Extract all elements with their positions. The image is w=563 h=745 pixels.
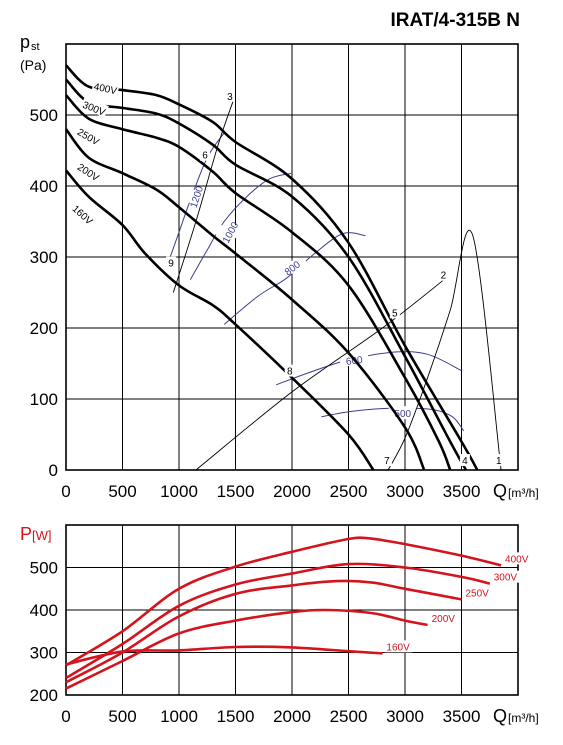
x-axis-unit: [m³/h] xyxy=(508,486,539,500)
series-label-bg xyxy=(384,640,413,653)
x-tick-label: 3500 xyxy=(443,707,481,726)
point-label-bg xyxy=(493,454,504,467)
y-axis-label: p xyxy=(20,32,30,52)
pressure-curve-300V xyxy=(65,78,468,471)
series-label-bg xyxy=(80,96,109,118)
y-axis-label-sub: st xyxy=(31,41,40,53)
x-tick-label: 2000 xyxy=(273,482,311,501)
power-curve-250V xyxy=(65,579,462,684)
x-axis-label: Q xyxy=(493,481,507,501)
x-tick-label: 500 xyxy=(108,707,136,726)
y-tick-label: 200 xyxy=(30,319,58,338)
point-label-2: 2 xyxy=(441,271,447,282)
rpm-curve-600 xyxy=(276,351,462,386)
y-axis-label-sub: [W] xyxy=(32,528,52,543)
pressure-curve-160V xyxy=(65,169,375,471)
x-tick-label: 2500 xyxy=(330,707,368,726)
y-tick-label: 0 xyxy=(49,461,58,480)
x-tick-label: 500 xyxy=(108,482,136,501)
series-label-bg xyxy=(429,611,458,624)
series-label-160V: 160V xyxy=(386,642,410,653)
series-label-bg xyxy=(74,123,104,148)
x-tick-label: 0 xyxy=(61,707,70,726)
point-label-8: 8 xyxy=(287,367,293,378)
y-tick-label: 500 xyxy=(30,559,58,578)
x-tick-label: 2500 xyxy=(330,482,368,501)
chart-title: IRAT/4-315B N xyxy=(390,10,520,31)
x-axis-unit: [m³/h] xyxy=(508,711,539,725)
point-label-4: 4 xyxy=(462,456,468,467)
point-label-bg xyxy=(199,148,210,161)
power-curve-200V xyxy=(65,608,428,690)
point-label-bg xyxy=(166,256,177,269)
x-tick-label: 1500 xyxy=(217,707,255,726)
x-tick-label: 1500 xyxy=(217,482,255,501)
point-label-bg xyxy=(459,454,470,467)
y-tick-label: 300 xyxy=(30,248,58,267)
series-label-200V: 200V xyxy=(432,614,456,625)
point-label-1: 1 xyxy=(496,456,502,467)
plot-frame xyxy=(65,524,519,696)
point-label-7: 7 xyxy=(384,456,390,467)
series-label-400V: 400V xyxy=(93,82,118,98)
pressure-curve-200V xyxy=(64,128,426,471)
point-label-bg xyxy=(381,454,392,467)
power-curve-400V xyxy=(65,536,502,667)
y-tick-label: 400 xyxy=(30,601,58,620)
x-tick-label: 3000 xyxy=(386,707,424,726)
series-label-bg xyxy=(463,586,492,599)
rpm-label-bg xyxy=(181,189,210,203)
rpm-curve-1000 xyxy=(189,172,293,280)
x-tick-label: 1000 xyxy=(160,482,198,501)
point-label-5: 5 xyxy=(392,308,398,319)
point-label-6: 6 xyxy=(202,151,208,162)
x-tick-label: 3000 xyxy=(386,482,424,501)
series-label-bg xyxy=(91,78,120,96)
x-tick-label: 0 xyxy=(61,482,70,501)
y-tick-label: 300 xyxy=(30,644,58,663)
y-tick-label: 500 xyxy=(30,106,58,125)
series-label-300V: 300V xyxy=(494,573,518,584)
power-curve-160V xyxy=(65,645,383,666)
point-label-bg xyxy=(389,306,400,319)
x-tick-label: 3500 xyxy=(443,482,481,501)
x-tick-label: 2000 xyxy=(273,707,311,726)
system-curve-3 xyxy=(172,100,234,293)
power-chart: 0 500 1000 1500 2000 2500 3000 3500 200 300 400 500… xyxy=(20,524,539,726)
series-label-bg xyxy=(74,158,104,184)
y-axis-label: P xyxy=(20,524,32,544)
series-label-400V: 400V xyxy=(505,554,529,565)
rpm-label-bg xyxy=(215,225,244,239)
pressure-curve-250V xyxy=(65,94,452,471)
plot-frame xyxy=(65,43,519,471)
y-tick-label: 400 xyxy=(30,177,58,196)
point-label-3: 3 xyxy=(227,92,233,103)
point-label-bg xyxy=(224,89,235,102)
pressure-curve-400V xyxy=(65,64,479,471)
series-label-bg xyxy=(503,552,532,565)
series-label-250V: 250V xyxy=(466,588,490,599)
series-label-bg xyxy=(69,200,98,227)
rpm-label-bg xyxy=(278,260,306,274)
series-label-bg xyxy=(491,570,520,583)
system-curve-1 xyxy=(387,229,502,471)
system-curve-2 xyxy=(195,277,446,471)
rpm-label-500: 500 xyxy=(394,409,411,420)
pressure-chart: 0 500 1000 1500 2000 2500 3000 3500010020030040… xyxy=(20,32,539,501)
point-label-9: 9 xyxy=(168,259,174,270)
point-label-bg xyxy=(438,268,449,281)
x-axis-label: Q xyxy=(493,706,507,726)
y-tick-label: 200 xyxy=(30,686,58,705)
point-label-bg xyxy=(284,364,295,377)
x-tick-label: 1000 xyxy=(160,707,198,726)
y-tick-label: 100 xyxy=(30,390,58,409)
power-curve-300V xyxy=(65,562,491,680)
y-axis-unit: (Pa) xyxy=(20,57,46,73)
